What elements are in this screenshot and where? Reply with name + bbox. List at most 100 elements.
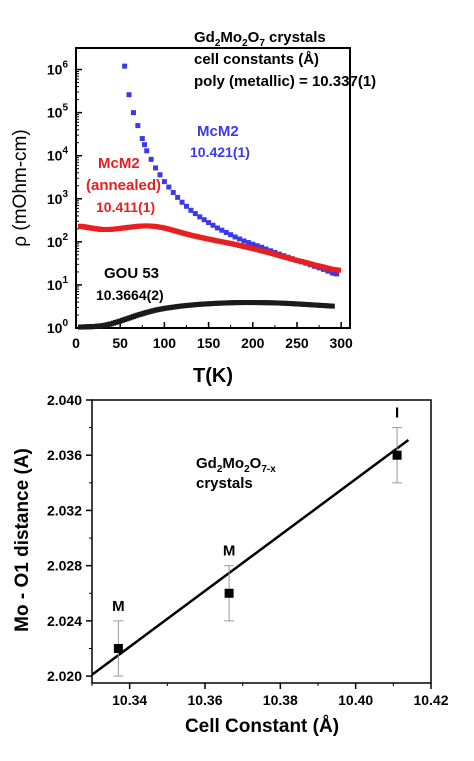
top-data-point bbox=[329, 303, 335, 309]
top-data-point bbox=[144, 148, 150, 154]
top-data-point bbox=[170, 189, 176, 195]
top-data-point bbox=[130, 110, 136, 116]
top-data-point bbox=[210, 222, 216, 228]
top-data-point bbox=[153, 165, 159, 171]
top-title-line-3: poly (metallic) = 10.337(1) bbox=[194, 73, 376, 90]
bottom-annotation-line-2: crystals bbox=[196, 475, 253, 492]
top-data-point bbox=[250, 241, 256, 247]
top-data-point bbox=[245, 240, 251, 246]
point-label: I bbox=[395, 405, 399, 422]
top-data-point bbox=[237, 236, 243, 242]
top-y-tick-label: 103 bbox=[47, 189, 69, 207]
top-data-point bbox=[223, 229, 229, 235]
bottom-annotation-formula: Gd2Mo2O7-x bbox=[196, 455, 276, 475]
top-data-point bbox=[206, 220, 212, 226]
top-y-tick-label: 104 bbox=[47, 146, 69, 164]
bottom-plot-frame bbox=[91, 399, 432, 684]
data-point-marker bbox=[224, 588, 234, 598]
top-data-point bbox=[135, 123, 141, 129]
data-point-marker bbox=[392, 450, 402, 460]
top-x-tick-label: 50 bbox=[112, 335, 128, 351]
top-data-point bbox=[228, 232, 234, 238]
top-data-point bbox=[232, 234, 238, 240]
top-data-point bbox=[197, 214, 203, 220]
bottom-x-tick-label: 10.34 bbox=[112, 692, 147, 708]
resistivity-chart: 0 50 100 150 200 250 300 100 101 102 103 104 105 106… bbox=[10, 29, 376, 387]
bottom-fit-group bbox=[91, 439, 410, 676]
bottom-y-tick-label: 2.036 bbox=[47, 447, 82, 463]
top-x-tick-label: 150 bbox=[197, 335, 221, 351]
top-series-2 bbox=[77, 300, 335, 330]
fit-line bbox=[91, 439, 410, 676]
top-data-point bbox=[166, 184, 172, 190]
top-x-tick-label: 0 bbox=[72, 335, 80, 351]
top-y-tick-label: 105 bbox=[47, 103, 69, 121]
label-gou53-name: GOU 53 bbox=[104, 265, 159, 282]
top-y-tick-label: 100 bbox=[47, 318, 69, 336]
top-y-tick-label: 106 bbox=[47, 60, 69, 78]
top-x-tick-label: 250 bbox=[285, 335, 309, 351]
top-series-group bbox=[77, 63, 342, 330]
label-mcm2-constant: 10.421(1) bbox=[190, 144, 250, 160]
bottom-y-ticks: 2.020 2.024 2.028 2.032 2.036 2.040 bbox=[47, 392, 92, 684]
top-data-point bbox=[161, 179, 167, 185]
label-gou53-constant: 10.3664(2) bbox=[96, 287, 164, 303]
top-data-point bbox=[254, 243, 260, 249]
top-x-tick-label: 200 bbox=[241, 335, 265, 351]
top-y-ticks: 100 101 102 103 104 105 106 bbox=[47, 60, 82, 336]
top-x-tick-label: 100 bbox=[153, 335, 177, 351]
top-plot-frame bbox=[75, 47, 351, 329]
top-data-point bbox=[175, 194, 181, 200]
top-x-ticks: 0 50 100 150 200 250 300 bbox=[72, 322, 353, 351]
point-label: M bbox=[112, 598, 125, 615]
bottom-point-1: M bbox=[223, 543, 236, 622]
top-data-point bbox=[336, 267, 342, 273]
top-y-axis-label: ρ (mOhm-cm) bbox=[10, 129, 31, 246]
label-annealed-state: (annealed) bbox=[86, 177, 161, 194]
bottom-y-tick-label: 2.040 bbox=[47, 392, 82, 408]
label-annealed-constant: 10.411(1) bbox=[96, 199, 155, 215]
top-y-tick-label: 102 bbox=[47, 232, 69, 250]
top-data-point bbox=[122, 63, 128, 69]
bottom-y-tick-label: 2.032 bbox=[47, 502, 82, 518]
bottom-x-tick-label: 10.42 bbox=[413, 692, 448, 708]
top-series-1 bbox=[77, 223, 342, 273]
top-y-tick-label: 101 bbox=[47, 275, 69, 293]
bottom-y-tick-label: 2.020 bbox=[47, 668, 82, 684]
top-title-formula: Gd2Mo2O7 crystals bbox=[194, 29, 326, 49]
bottom-x-tick-label: 10.40 bbox=[338, 692, 373, 708]
top-x-axis-label: T(K) bbox=[193, 365, 233, 387]
label-mcm2-name: McM2 bbox=[197, 123, 239, 140]
top-x-tick-label: 300 bbox=[329, 335, 353, 351]
top-data-point bbox=[188, 207, 194, 213]
bottom-x-axis-label: Cell Constant (Å) bbox=[185, 716, 339, 737]
top-data-point bbox=[148, 156, 154, 162]
top-data-point bbox=[259, 244, 265, 250]
top-data-point bbox=[157, 172, 163, 178]
bottom-y-tick-label: 2.028 bbox=[47, 558, 82, 574]
bottom-y-axis-label: Mo - O1 distance (A) bbox=[12, 448, 33, 632]
bottom-y-tick-label: 2.024 bbox=[47, 613, 82, 629]
point-label: M bbox=[223, 543, 236, 560]
top-data-point bbox=[334, 271, 340, 277]
bottom-x-tick-label: 10.36 bbox=[187, 692, 222, 708]
top-data-point bbox=[126, 92, 132, 98]
top-data-point bbox=[192, 211, 198, 217]
top-data-point bbox=[214, 225, 220, 231]
bottom-x-tick-label: 10.38 bbox=[263, 692, 298, 708]
bond-length-chart: 10.34 10.36 10.38 10.40 10.42 2.0202.0242.02… bbox=[12, 392, 449, 737]
top-data-point bbox=[179, 199, 185, 205]
top-data-point bbox=[142, 142, 147, 148]
top-title-line-2: cell constants (Å) bbox=[194, 51, 319, 68]
top-data-point bbox=[219, 227, 225, 233]
top-data-point bbox=[241, 238, 247, 244]
label-annealed-name: McM2 bbox=[98, 155, 140, 172]
top-data-point bbox=[139, 136, 145, 142]
bottom-x-ticks: 10.34 10.36 10.38 10.40 10.42 bbox=[91, 683, 449, 708]
bottom-point-2: I bbox=[392, 405, 403, 484]
bottom-point-0: M bbox=[112, 598, 125, 677]
top-data-point bbox=[183, 203, 189, 209]
top-data-point bbox=[201, 217, 207, 223]
bottom-points-group: M M I bbox=[112, 405, 403, 677]
